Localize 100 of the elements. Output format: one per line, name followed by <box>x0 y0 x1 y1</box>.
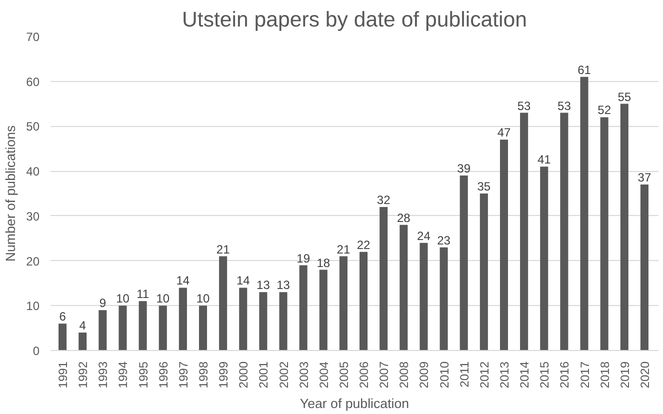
data-label: 47 <box>497 126 511 140</box>
data-label: 39 <box>457 162 471 176</box>
y-tick-label: 60 <box>26 74 40 89</box>
x-tick-label: 2000 <box>236 361 251 388</box>
bar <box>198 306 208 350</box>
bar <box>178 288 187 350</box>
y-tick-label: 0 <box>32 344 40 358</box>
data-label: 41 <box>537 152 552 167</box>
data-label: 35 <box>477 180 491 194</box>
data-label: 24 <box>417 228 431 243</box>
x-tick-label: 2008 <box>397 361 412 388</box>
y-tick-label: 10 <box>26 299 40 314</box>
data-label: 22 <box>356 238 371 252</box>
data-label: 14 <box>236 274 250 288</box>
bar <box>620 104 628 350</box>
bar <box>360 252 368 350</box>
data-label: 10 <box>116 292 130 306</box>
bar <box>580 76 588 350</box>
bar <box>640 184 648 350</box>
data-label: 53 <box>558 98 572 113</box>
data-label: 32 <box>376 192 391 207</box>
y-tick-label: 30 <box>26 209 40 224</box>
x-tick-label: 2002 <box>276 361 291 388</box>
bar <box>480 194 488 350</box>
bar <box>299 265 308 350</box>
data-label: 14 <box>176 274 190 288</box>
data-label: 53 <box>517 98 532 113</box>
y-axis-title: Number of publications <box>3 125 18 262</box>
x-tick-label: 1996 <box>156 361 170 388</box>
x-tick-label: 2017 <box>578 361 592 388</box>
x-tick-label: 2019 <box>618 361 632 388</box>
data-label: 4 <box>79 318 86 333</box>
x-tick-label: 1993 <box>96 361 110 388</box>
bar <box>540 166 548 350</box>
x-tick-label: 1992 <box>76 361 90 388</box>
bar <box>500 140 508 350</box>
bar <box>460 176 468 350</box>
bar <box>239 288 248 350</box>
x-tick-label: 2010 <box>437 361 452 388</box>
bar <box>380 206 388 350</box>
data-label: 23 <box>437 233 451 248</box>
bar <box>339 256 348 350</box>
bar <box>118 306 127 350</box>
x-tick-label: 1994 <box>116 361 130 388</box>
x-tick-label: 2020 <box>638 361 652 388</box>
bar <box>420 242 428 350</box>
x-tick-label: 2006 <box>357 361 372 388</box>
data-label: 61 <box>578 62 592 77</box>
bar <box>560 112 568 350</box>
data-label: 13 <box>276 278 290 292</box>
bar <box>259 292 268 350</box>
x-tick-label: 2011 <box>457 361 472 388</box>
data-label: 10 <box>156 292 170 306</box>
bar <box>520 112 528 350</box>
data-label: 11 <box>136 287 150 302</box>
bar <box>78 332 87 350</box>
bar <box>319 270 328 350</box>
x-tick-label: 2013 <box>497 361 512 388</box>
bar <box>58 324 67 350</box>
x-axis-title: Year of publication <box>300 396 410 412</box>
x-tick-label: 2005 <box>336 361 351 388</box>
y-tick-label: 20 <box>26 254 40 268</box>
bar <box>400 224 408 350</box>
x-tick-label: 1999 <box>216 361 231 388</box>
data-label: 13 <box>256 278 270 292</box>
y-tick-label: 50 <box>26 120 40 134</box>
x-tick-label: 2003 <box>296 361 311 388</box>
data-label: 6 <box>59 310 66 324</box>
data-label: 19 <box>296 251 310 266</box>
bar <box>279 292 288 350</box>
bar <box>600 117 608 350</box>
data-label: 18 <box>316 256 330 270</box>
data-label: 28 <box>396 210 411 225</box>
bar <box>440 247 448 350</box>
x-tick-label: 2015 <box>538 361 552 388</box>
data-label: 10 <box>196 292 210 306</box>
y-tick-label: 40 <box>26 164 40 179</box>
x-tick-label: 2016 <box>558 361 572 388</box>
y-tick-label: 70 <box>26 30 40 44</box>
data-label: 21 <box>216 242 230 256</box>
x-tick-label: 1997 <box>176 361 190 388</box>
x-tick-label: 1995 <box>136 361 150 388</box>
data-label: 9 <box>99 296 106 310</box>
x-tick-label: 2014 <box>518 361 532 388</box>
x-tick-label: 2012 <box>477 361 492 388</box>
data-label: 37 <box>638 170 652 185</box>
x-tick-label: 1998 <box>196 361 210 388</box>
x-tick-label: 2009 <box>417 361 432 388</box>
data-label: 21 <box>336 242 350 256</box>
x-tick-label: 2007 <box>377 361 392 388</box>
bar <box>158 306 167 350</box>
bar <box>98 310 107 350</box>
x-tick-label: 2018 <box>598 361 612 388</box>
bar <box>138 301 147 350</box>
chart-title: Utstein papers by date of publication <box>182 8 528 32</box>
bar <box>219 256 228 350</box>
data-label: 52 <box>598 103 612 118</box>
x-tick-label: 1991 <box>56 361 70 388</box>
x-tick-label: 2001 <box>256 361 271 388</box>
data-label: 55 <box>618 90 632 104</box>
